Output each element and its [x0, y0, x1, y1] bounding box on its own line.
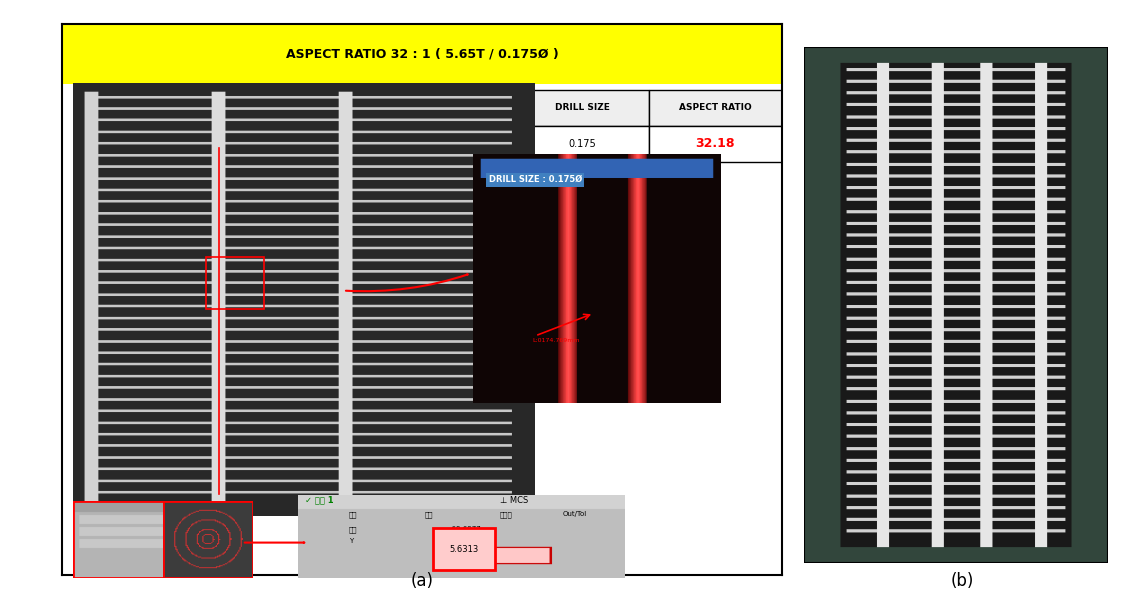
- Text: 5.6313: 5.6313: [432, 139, 466, 149]
- Text: ASPECT RATIO: ASPECT RATIO: [678, 103, 752, 112]
- FancyBboxPatch shape: [515, 90, 649, 126]
- Text: 5.6313: 5.6313: [449, 545, 478, 554]
- Text: DRILL SIZE : 0.175Ø: DRILL SIZE : 0.175Ø: [488, 175, 582, 184]
- Text: 0.175: 0.175: [568, 139, 596, 149]
- Text: 32.18: 32.18: [695, 137, 735, 150]
- Text: Out/Tol: Out/Tol: [562, 511, 586, 517]
- Text: ✓ 二목 1: ✓ 二목 1: [305, 496, 334, 505]
- Text: 중심: 중심: [349, 526, 358, 533]
- FancyBboxPatch shape: [382, 90, 515, 126]
- Text: BOARD THICK`: BOARD THICK`: [412, 103, 486, 112]
- Text: -69.6977: -69.6977: [449, 526, 481, 532]
- Text: Y: Y: [349, 538, 353, 544]
- FancyBboxPatch shape: [649, 90, 782, 126]
- Text: (b): (b): [951, 572, 973, 590]
- Text: 중심: 중심: [349, 511, 358, 518]
- Text: L:0174.769mm: L:0174.769mm: [532, 338, 579, 343]
- FancyBboxPatch shape: [382, 126, 515, 161]
- Text: ⊥ MCS: ⊥ MCS: [500, 496, 528, 505]
- FancyBboxPatch shape: [62, 24, 782, 84]
- Text: 1 mm: 1 mm: [456, 509, 476, 515]
- FancyBboxPatch shape: [515, 126, 649, 161]
- Text: DRILL SIZE: DRILL SIZE: [555, 103, 610, 112]
- Text: (a): (a): [411, 572, 433, 590]
- Bar: [206, 257, 264, 308]
- Text: 내용: 내용: [424, 511, 433, 518]
- Text: 2016-07-18 15:05:42: 2016-07-18 15:05:42: [80, 508, 138, 513]
- Text: ASPECT RATIO 32 : 1 ( 5.65T / 0.175Ø ): ASPECT RATIO 32 : 1 ( 5.65T / 0.175Ø ): [286, 47, 558, 60]
- Text: 측정값: 측정값: [500, 511, 512, 518]
- FancyBboxPatch shape: [649, 126, 782, 161]
